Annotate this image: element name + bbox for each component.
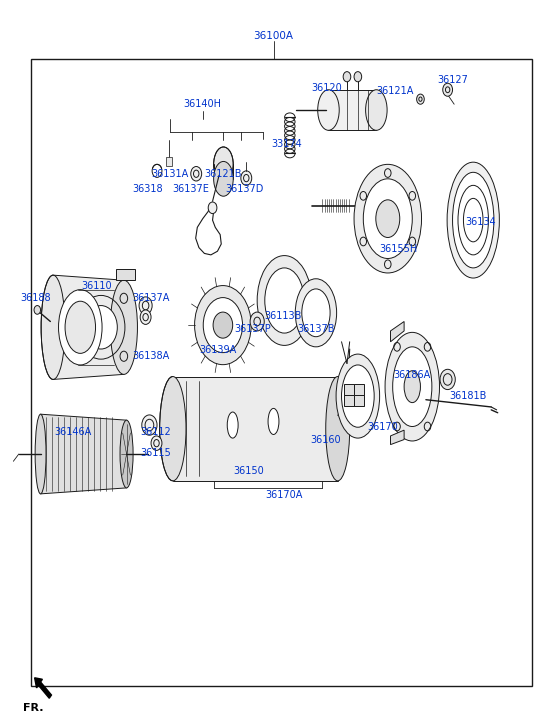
Ellipse shape — [214, 147, 233, 182]
Text: 36113B: 36113B — [265, 310, 302, 321]
Ellipse shape — [354, 164, 422, 273]
Text: 36100A: 36100A — [253, 31, 294, 41]
Circle shape — [354, 72, 362, 81]
Circle shape — [139, 297, 152, 314]
Ellipse shape — [365, 89, 387, 130]
Ellipse shape — [35, 414, 46, 494]
Ellipse shape — [318, 89, 339, 130]
Ellipse shape — [110, 280, 137, 374]
Polygon shape — [391, 430, 404, 445]
Circle shape — [142, 415, 157, 435]
Text: 36170: 36170 — [367, 422, 398, 433]
Ellipse shape — [227, 412, 238, 438]
Polygon shape — [40, 414, 126, 494]
Text: 36134: 36134 — [465, 217, 496, 228]
Ellipse shape — [203, 297, 242, 353]
Text: 36140H: 36140H — [184, 99, 222, 109]
Ellipse shape — [376, 200, 400, 238]
Ellipse shape — [214, 161, 233, 196]
Ellipse shape — [41, 275, 65, 379]
Text: 36188: 36188 — [20, 292, 51, 302]
Ellipse shape — [336, 354, 380, 438]
Text: 36121A: 36121A — [376, 87, 414, 96]
Circle shape — [140, 310, 151, 324]
Ellipse shape — [257, 256, 312, 345]
Circle shape — [151, 436, 162, 451]
Text: 36137D: 36137D — [225, 184, 264, 194]
Text: 36137E: 36137E — [172, 184, 209, 194]
Ellipse shape — [65, 301, 96, 353]
Text: 36139A: 36139A — [199, 345, 236, 355]
Circle shape — [34, 305, 40, 314]
Ellipse shape — [393, 347, 432, 427]
Polygon shape — [328, 89, 376, 130]
Text: 36186A: 36186A — [394, 370, 431, 380]
Circle shape — [417, 94, 424, 104]
Text: 36137P: 36137P — [234, 324, 271, 334]
Text: 36131A: 36131A — [152, 169, 189, 179]
Circle shape — [241, 171, 252, 185]
Circle shape — [85, 305, 117, 349]
Text: 36155H: 36155H — [380, 244, 418, 254]
Ellipse shape — [160, 377, 186, 481]
Ellipse shape — [295, 278, 336, 347]
Ellipse shape — [404, 371, 421, 403]
Ellipse shape — [120, 420, 133, 488]
Ellipse shape — [341, 365, 374, 427]
Ellipse shape — [452, 172, 494, 268]
Bar — [344, 395, 354, 406]
Ellipse shape — [385, 332, 439, 441]
Polygon shape — [53, 275, 124, 379]
Text: 36137B: 36137B — [297, 324, 335, 334]
Ellipse shape — [265, 268, 304, 333]
Polygon shape — [391, 321, 404, 342]
Text: 36137A: 36137A — [132, 292, 169, 302]
Ellipse shape — [213, 312, 232, 338]
Text: 36150: 36150 — [234, 466, 264, 475]
Circle shape — [208, 202, 217, 214]
Circle shape — [250, 312, 264, 331]
Circle shape — [443, 83, 452, 96]
Text: 36112: 36112 — [140, 427, 171, 438]
Circle shape — [343, 72, 351, 81]
Text: 36121B: 36121B — [205, 169, 242, 179]
Ellipse shape — [302, 289, 330, 337]
Bar — [31, 60, 532, 686]
Ellipse shape — [195, 286, 251, 365]
Text: 36138A: 36138A — [132, 351, 170, 361]
Text: 36120: 36120 — [311, 84, 342, 93]
Text: 36127: 36127 — [438, 75, 469, 84]
Text: FR.: FR. — [23, 702, 44, 712]
Text: 36110: 36110 — [82, 281, 112, 291]
Ellipse shape — [363, 179, 412, 259]
Text: 36181B: 36181B — [449, 391, 486, 401]
Bar — [344, 384, 354, 395]
Text: 36115: 36115 — [140, 448, 171, 457]
Text: 36146A: 36146A — [54, 427, 91, 438]
Ellipse shape — [447, 162, 499, 278]
Text: 36160: 36160 — [310, 435, 341, 445]
Text: 36170A: 36170A — [266, 490, 303, 500]
Text: 33174: 33174 — [272, 139, 302, 149]
Bar — [354, 395, 364, 406]
Polygon shape — [166, 157, 172, 166]
Ellipse shape — [268, 409, 279, 435]
Circle shape — [440, 369, 455, 390]
Ellipse shape — [326, 377, 350, 481]
FancyArrow shape — [34, 678, 51, 698]
Polygon shape — [115, 269, 135, 280]
Text: 36318: 36318 — [132, 184, 162, 194]
Ellipse shape — [59, 289, 102, 365]
Circle shape — [191, 166, 202, 181]
Bar — [354, 384, 364, 395]
Polygon shape — [173, 377, 337, 481]
